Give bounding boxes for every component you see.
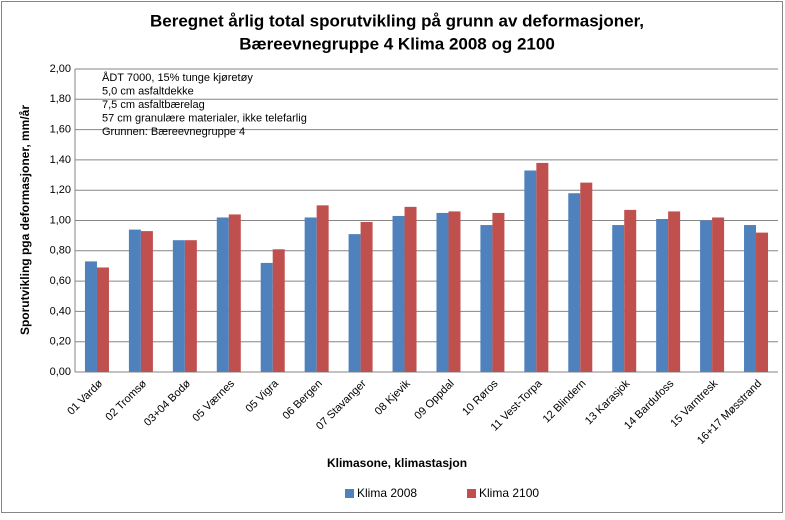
- bar: [700, 220, 713, 372]
- bar: [492, 212, 505, 372]
- bar: [216, 217, 229, 372]
- bar: [612, 225, 625, 372]
- chart-title: Bæreevnegruppe 4 Klima 2008 og 2100: [239, 34, 555, 53]
- y-tick-label: 0,80: [50, 245, 71, 257]
- bar: [744, 225, 757, 372]
- legend-label: Klima 2008: [357, 486, 417, 500]
- y-tick-label: 2,00: [50, 63, 71, 75]
- bar: [228, 214, 241, 372]
- bar: [524, 170, 537, 372]
- annotation: 5,0 cm asfaltdekke: [102, 85, 194, 97]
- annotation: ÅDT 7000, 15% tunge kjøretøy: [102, 71, 253, 84]
- bar: [172, 240, 185, 372]
- legend-label: Klima 2100: [479, 486, 539, 500]
- x-axis-title: Klimasone, klimastasjon: [327, 456, 467, 470]
- annotation: 57 cm granulære materialer, ikke telefar…: [102, 112, 307, 124]
- bar: [128, 229, 141, 372]
- bar: [360, 222, 373, 372]
- bar: [568, 193, 581, 372]
- legend-swatch: [345, 489, 354, 498]
- bar: [348, 234, 361, 372]
- bar: [404, 206, 417, 372]
- bar: [536, 162, 549, 372]
- bar: [316, 205, 329, 372]
- bar: [84, 261, 97, 372]
- bar: [260, 262, 273, 372]
- legend-swatch: [467, 489, 476, 498]
- bar: [480, 225, 493, 372]
- y-tick-label: 1,00: [50, 214, 71, 226]
- y-tick-label: 1,20: [50, 184, 71, 196]
- bar: [624, 209, 637, 372]
- bar: [392, 215, 405, 372]
- bar: [756, 232, 769, 372]
- bar: [304, 217, 317, 372]
- bar: [96, 267, 109, 372]
- y-axis-title: Sporutvikling pga deformasjoner, mm/år: [18, 105, 32, 335]
- bar: [436, 212, 449, 372]
- bar: [580, 182, 593, 372]
- y-tick-label: 1,60: [50, 124, 71, 136]
- y-tick-label: 0,60: [50, 275, 71, 287]
- y-tick-label: 0,00: [50, 366, 71, 378]
- y-tick-label: 0,20: [50, 336, 71, 348]
- annotation: Grunnen: Bæreevnegruppe 4: [102, 126, 245, 138]
- bar: [656, 218, 669, 372]
- y-tick-label: 0,40: [50, 305, 71, 317]
- bar: [712, 217, 725, 372]
- chart-title: Beregnet årlig total sporutvikling på gr…: [150, 11, 644, 30]
- y-tick-label: 1,40: [50, 154, 71, 166]
- bar: [272, 249, 285, 372]
- bar: [668, 211, 681, 372]
- y-tick-label: 1,80: [50, 93, 71, 105]
- bar: [184, 240, 197, 372]
- annotation: 7,5 cm asfaltbærelag: [102, 99, 205, 111]
- bar: [448, 211, 461, 372]
- bar: [140, 231, 153, 372]
